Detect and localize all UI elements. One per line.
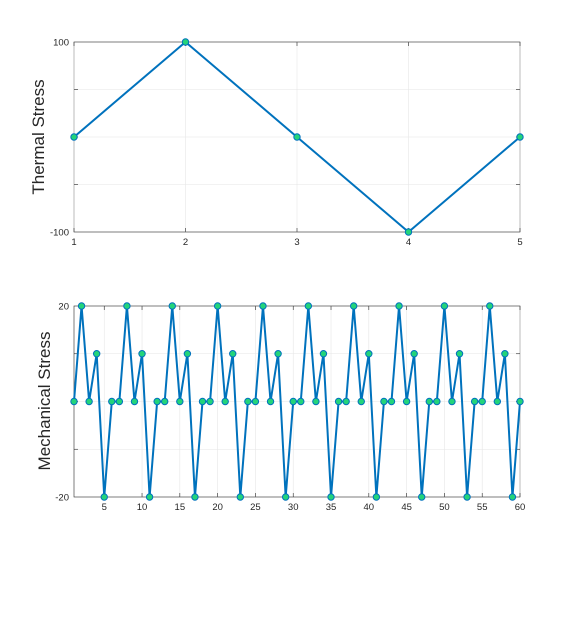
thermal-stress-axes: 1 2 3 4 5 -100 100 Thermal Stress — [29, 38, 524, 249]
y-tick-label: 20 — [58, 302, 69, 313]
data-point — [334, 397, 343, 406]
data-point — [168, 302, 176, 310]
data-point — [198, 397, 207, 406]
data-point — [123, 302, 131, 310]
y-tick-label: -100 — [50, 228, 69, 239]
x-tick-label: 15 — [175, 502, 186, 513]
data-point — [404, 228, 413, 236]
data-point — [387, 397, 396, 406]
data-point — [470, 397, 479, 406]
x-tick-label: 5 — [517, 237, 522, 248]
data-point — [77, 302, 86, 310]
data-point — [115, 397, 124, 406]
data-point — [236, 493, 245, 501]
data-point — [100, 493, 108, 501]
x-tick-label: 45 — [401, 502, 412, 513]
data-point — [365, 350, 373, 358]
data-point — [342, 397, 350, 406]
data-point — [501, 350, 509, 358]
tick-labels: 1 2 3 4 5 -100 100 — [50, 38, 523, 249]
data-point — [85, 397, 93, 406]
data-point — [372, 493, 381, 501]
data-point — [161, 397, 169, 406]
data-point — [455, 350, 464, 358]
data-point — [92, 350, 101, 358]
x-tick-label: 4 — [406, 237, 411, 248]
data-point — [516, 133, 524, 141]
data-point — [493, 397, 502, 406]
data-point — [463, 493, 471, 501]
grid — [74, 306, 521, 497]
data-point — [289, 397, 297, 406]
x-tick-label: 10 — [137, 502, 148, 513]
data-point — [516, 397, 524, 406]
data-point — [229, 350, 237, 358]
data-point — [70, 133, 78, 141]
x-tick-label: 20 — [212, 502, 223, 513]
data-point — [70, 397, 78, 406]
x-tick-label: 40 — [364, 502, 375, 513]
data-point — [486, 302, 494, 310]
data-point — [259, 302, 267, 310]
x-tick-label: 35 — [326, 502, 337, 513]
x-tick-label: 60 — [515, 502, 526, 513]
data-point — [357, 397, 365, 406]
data-point — [293, 133, 301, 141]
series-markers — [70, 38, 524, 236]
data-point — [183, 350, 192, 358]
y-tick-label: -20 — [55, 493, 69, 504]
series-line — [73, 305, 521, 498]
data-point — [402, 397, 411, 406]
data-point — [213, 302, 222, 310]
data-point — [297, 397, 305, 406]
data-point — [206, 397, 214, 406]
data-point — [181, 38, 190, 46]
data-point — [327, 493, 335, 501]
data-point — [508, 493, 517, 501]
data-point — [266, 397, 275, 406]
data-point — [221, 397, 229, 406]
x-tick-label: 50 — [439, 502, 450, 513]
data-point — [380, 397, 388, 406]
x-tick-label: 3 — [294, 237, 299, 248]
data-point — [448, 397, 456, 406]
data-point — [108, 397, 116, 406]
data-point — [304, 302, 313, 310]
data-point — [440, 302, 449, 310]
tick-labels: 5 10 15 20 25 30 35 40 45 50 55 60 -20 20 — [55, 302, 525, 514]
x-tick-label: 30 — [288, 502, 299, 513]
data-point — [425, 397, 433, 406]
data-point — [153, 397, 161, 406]
data-point — [395, 302, 403, 310]
y-tick-label: 100 — [53, 38, 69, 49]
x-tick-label: 1 — [71, 237, 76, 248]
x-tick-label: 55 — [477, 502, 488, 513]
data-point — [312, 397, 320, 406]
x-tick-label: 5 — [102, 502, 107, 513]
data-point — [410, 350, 418, 358]
x-tick-label: 25 — [250, 502, 261, 513]
data-point — [130, 397, 139, 406]
y-axis-label: Mechanical Stress — [35, 332, 54, 471]
data-point — [176, 397, 184, 406]
data-point — [145, 493, 154, 501]
data-point — [138, 350, 146, 358]
y-axis-label: Thermal Stress — [29, 79, 48, 194]
data-point — [281, 493, 290, 501]
series-markers — [70, 302, 524, 501]
grid — [73, 42, 521, 232]
data-point — [319, 350, 328, 358]
data-point — [478, 397, 486, 406]
data-point — [191, 493, 199, 501]
data-point — [418, 493, 426, 501]
data-point — [274, 350, 282, 358]
data-point — [433, 397, 441, 406]
data-point — [349, 302, 358, 310]
data-point — [244, 397, 252, 406]
data-point — [251, 397, 260, 406]
mechanical-stress-axes: 5 10 15 20 25 30 35 40 45 50 55 60 -20 20 Mechanical … — [35, 302, 525, 514]
x-tick-label: 2 — [183, 237, 188, 248]
